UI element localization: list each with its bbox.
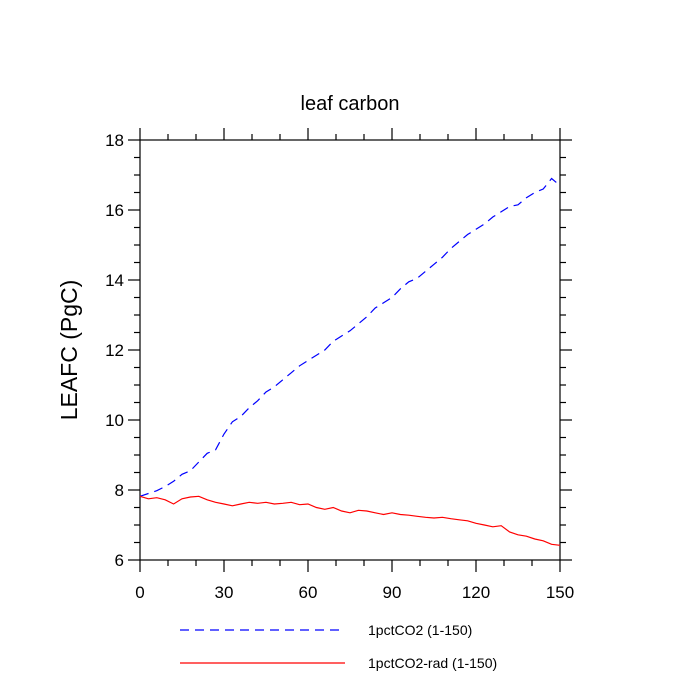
legend-label-1: 1pctCO2 (1-150) bbox=[368, 622, 472, 638]
y-tick-label: 8 bbox=[115, 481, 124, 500]
x-tick-label: 30 bbox=[215, 583, 234, 602]
y-tick-label: 14 bbox=[105, 271, 124, 290]
y-tick-label: 10 bbox=[105, 411, 124, 430]
legend-label-2: 1pctCO2-rad (1-150) bbox=[368, 655, 497, 671]
chart-title: leaf carbon bbox=[301, 93, 400, 115]
y-axis-label: LEAFC (PgC) bbox=[56, 280, 82, 421]
y-tick-label: 6 bbox=[115, 551, 124, 570]
x-tick-label: 60 bbox=[299, 583, 318, 602]
series-line-2 bbox=[139, 495, 561, 546]
x-tick-label: 150 bbox=[546, 583, 574, 602]
x-tick-label: 0 bbox=[135, 583, 144, 602]
x-tick-label: 120 bbox=[462, 583, 490, 602]
series-line-1 bbox=[139, 177, 561, 497]
y-tick-label: 16 bbox=[105, 201, 124, 220]
y-tick-label: 18 bbox=[105, 131, 124, 150]
plot-frame bbox=[139, 139, 561, 561]
x-tick-label: 90 bbox=[383, 583, 402, 602]
y-tick-label: 12 bbox=[105, 341, 124, 360]
